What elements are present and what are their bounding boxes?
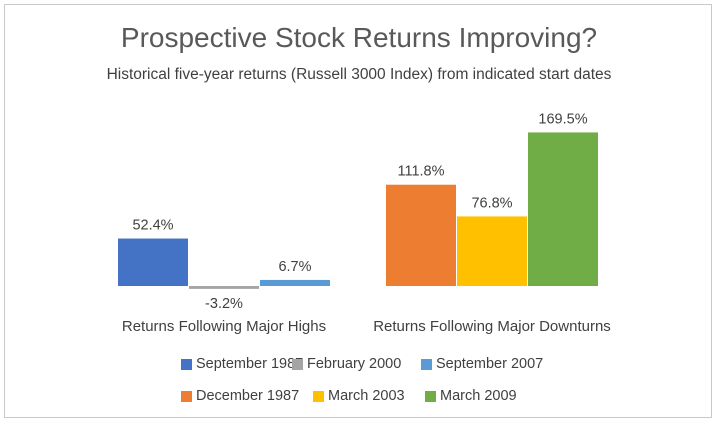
legend-swatch <box>181 358 192 370</box>
bar-march-2003 <box>457 216 527 286</box>
data-label: 169.5% <box>538 111 587 127</box>
legend-item: February 2000 <box>292 354 401 374</box>
legend-swatch <box>425 390 436 402</box>
legend-swatch <box>313 390 324 402</box>
legend-item: December 1987 <box>181 386 299 406</box>
category-label: Returns Following Major Downturns <box>373 318 611 335</box>
legend-row: December 1987 March 2003 March 2009 <box>5 386 713 406</box>
data-label: -3.2% <box>205 296 243 312</box>
legend-swatch <box>181 390 192 402</box>
legend-label: March 2003 <box>328 388 405 404</box>
bar-february-2000 <box>189 286 259 289</box>
chart-title: Prospective Stock Returns Improving? <box>120 22 598 53</box>
data-label: 111.8% <box>397 164 444 180</box>
legend-label: March 2009 <box>440 388 517 404</box>
legend-item: September 2007 <box>421 354 543 374</box>
legend-label: December 1987 <box>196 388 300 404</box>
category-label: Returns Following Major Highs <box>122 318 326 335</box>
chart-plot: 52.4% -3.2% 6.7% Returns Following Major Hi… <box>118 111 611 335</box>
legend-label: February 2000 <box>307 356 402 372</box>
legend-label: September 1987 <box>196 356 304 372</box>
chart-frame: Prospective Stock Returns Improving? His… <box>4 4 712 418</box>
legend-item: March 2009 <box>425 386 517 406</box>
chart-subtitle: Historical five-year returns (Russell 30… <box>106 66 612 83</box>
data-label: 52.4% <box>132 218 173 234</box>
legend-swatch <box>292 358 303 370</box>
bar-march-2009 <box>528 132 598 286</box>
data-label: 76.8% <box>471 195 512 211</box>
bar-september-1987 <box>118 238 188 286</box>
legend-swatch <box>421 358 432 370</box>
legend-item: September 1987 <box>181 354 303 374</box>
bar-december-1987 <box>386 184 456 286</box>
legend-label: September 2007 <box>436 356 544 372</box>
bar-september-2007 <box>260 279 330 286</box>
data-label: 6.7% <box>278 259 311 275</box>
legend-item: March 2003 <box>313 386 405 406</box>
legend-row: September 1987 February 2000 September 200… <box>5 354 713 374</box>
